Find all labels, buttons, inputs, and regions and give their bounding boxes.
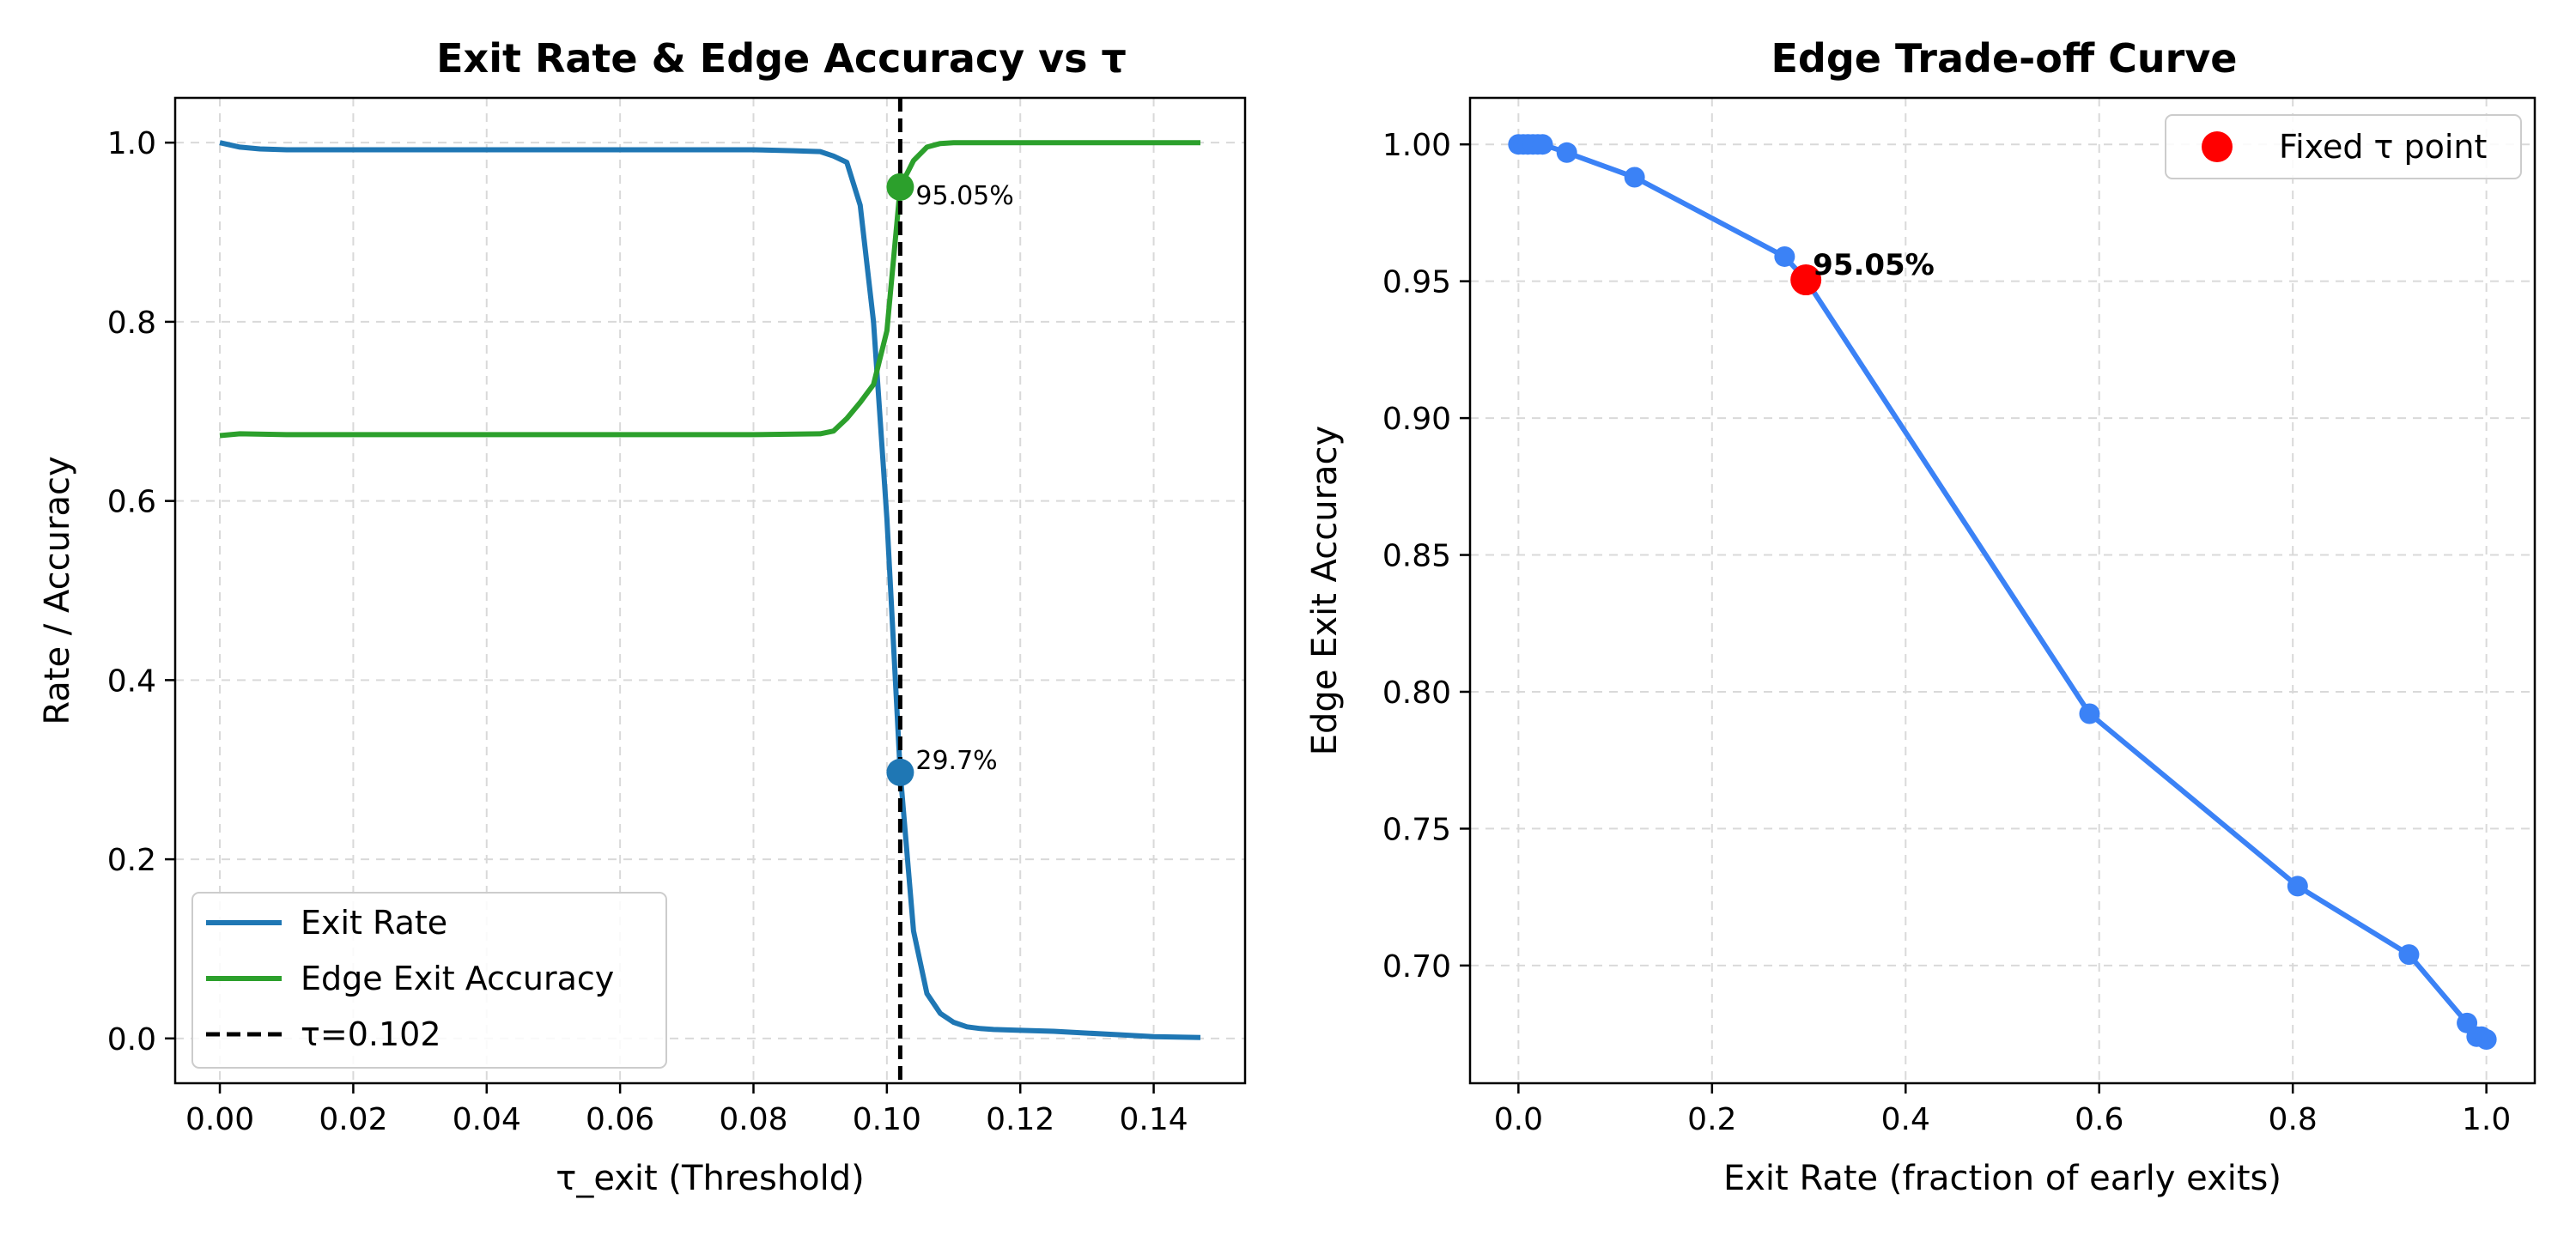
tradeoff-point bbox=[1774, 245, 1795, 267]
right-axes-frame bbox=[1468, 96, 2537, 1085]
panel-exit-rate-accuracy: Exit Rate & Edge Accuracy vs τ 95.05% 29.… bbox=[38, 35, 1247, 1198]
tradeoff-point bbox=[1532, 134, 1553, 155]
tradeoff-point bbox=[2287, 876, 2308, 897]
right-y-tick-label: 0.90 bbox=[1382, 402, 1451, 437]
left-chart-title: Exit Rate & Edge Accuracy vs τ bbox=[436, 35, 1127, 82]
right-y-tick-label: 0.75 bbox=[1382, 812, 1451, 847]
right-y-axis-label: Edge Exit Accuracy bbox=[1305, 426, 1345, 755]
left-y-tick-label: 0.8 bbox=[107, 306, 156, 341]
right-x-tick-label: 0.0 bbox=[1494, 1102, 1543, 1137]
right-x-tick-label: 0.4 bbox=[1881, 1102, 1930, 1137]
right-y-tick-label: 0.70 bbox=[1382, 949, 1451, 985]
legend-swatch-fixed-point bbox=[2202, 131, 2233, 162]
right-chart-title: Edge Trade-off Curve bbox=[1771, 35, 2237, 82]
fixed-point-annotation: 95.05% bbox=[1813, 248, 1935, 282]
panel-tradeoff-curve: Edge Trade-off Curve 95.05% 0.0 0.2 0.4 0.6… bbox=[1305, 35, 2537, 1198]
right-ticks: 0.0 0.2 0.4 0.6 0.8 1.0 0.70 0.75 0.80 0.85 0.90 0.… bbox=[1382, 128, 2511, 1137]
left-x-tick-label: 0.06 bbox=[586, 1102, 654, 1137]
legend-label-edge-accuracy: Edge Exit Accuracy bbox=[301, 960, 614, 997]
tradeoff-point bbox=[2398, 944, 2420, 966]
left-x-tick-label: 0.12 bbox=[986, 1102, 1054, 1137]
tradeoff-point bbox=[2079, 703, 2100, 724]
right-y-tick-label: 0.80 bbox=[1382, 676, 1451, 711]
right-x-tick-label: 0.6 bbox=[2075, 1102, 2123, 1137]
right-x-tick-label: 0.8 bbox=[2269, 1102, 2318, 1137]
left-x-tick-label: 0.14 bbox=[1119, 1102, 1188, 1137]
left-x-tick-label: 0.08 bbox=[719, 1102, 787, 1137]
left-plot-area: 95.05% 29.7% bbox=[219, 98, 1201, 1083]
left-legend-box bbox=[191, 892, 667, 1069]
right-x-tick-label: 1.0 bbox=[2462, 1102, 2511, 1137]
marker-edge-accuracy bbox=[886, 173, 914, 201]
legend-label-exit-rate: Exit Rate bbox=[301, 904, 447, 942]
left-x-axis-label: τ_exit (Threshold) bbox=[556, 1159, 865, 1198]
legend-label-tau-line: τ=0.102 bbox=[301, 1015, 441, 1053]
left-x-tick-label: 0.00 bbox=[185, 1102, 254, 1137]
tradeoff-point bbox=[2476, 1028, 2497, 1050]
fixed-tau-point bbox=[1790, 264, 1822, 296]
right-x-tick-label: 0.2 bbox=[1687, 1102, 1736, 1137]
right-legend-box bbox=[2165, 114, 2522, 179]
left-x-tick-label: 0.04 bbox=[453, 1102, 521, 1137]
left-y-tick-label: 0.4 bbox=[107, 663, 156, 699]
series-line-edge-accuracy bbox=[219, 140, 1200, 439]
tradeoff-point bbox=[1624, 167, 1645, 188]
right-legend: Fixed τ point bbox=[2165, 114, 2522, 179]
tradeoff-line bbox=[1518, 142, 2488, 1042]
legend-label-fixed-point: Fixed τ point bbox=[2279, 128, 2487, 166]
right-x-axis-label: Exit Rate (fraction of early exits) bbox=[1723, 1159, 2281, 1198]
left-ticks: 0.00 0.02 0.04 0.06 0.08 0.10 0.12 0.14 0.0 0.2 0.… bbox=[107, 126, 1188, 1137]
left-legend: Exit Rate Edge Exit Accuracy τ=0.102 bbox=[191, 892, 667, 1069]
right-y-tick-label: 0.95 bbox=[1382, 265, 1451, 300]
right-y-tick-label: 0.85 bbox=[1382, 539, 1451, 574]
left-y-axis-label: Rate / Accuracy bbox=[38, 456, 77, 724]
left-y-tick-label: 0.2 bbox=[107, 843, 156, 878]
right-grid bbox=[1470, 98, 2535, 1083]
left-x-tick-label: 0.10 bbox=[853, 1102, 921, 1137]
left-axes-frame bbox=[173, 96, 1247, 1085]
left-y-tick-label: 0.6 bbox=[107, 485, 156, 520]
annotation-edge-accuracy: 95.05% bbox=[915, 181, 1013, 211]
annotation-exit-rate: 29.7% bbox=[915, 746, 997, 776]
series-line-exit-rate bbox=[219, 140, 1201, 1040]
left-x-tick-label: 0.02 bbox=[319, 1102, 387, 1137]
tradeoff-point bbox=[1556, 142, 1577, 163]
left-y-tick-label: 1.0 bbox=[107, 126, 156, 161]
right-y-tick-label: 1.00 bbox=[1382, 128, 1451, 163]
marker-exit-rate bbox=[886, 758, 914, 786]
left-y-tick-label: 0.0 bbox=[107, 1022, 156, 1057]
right-plot-area: 95.05% bbox=[1508, 134, 2497, 1050]
